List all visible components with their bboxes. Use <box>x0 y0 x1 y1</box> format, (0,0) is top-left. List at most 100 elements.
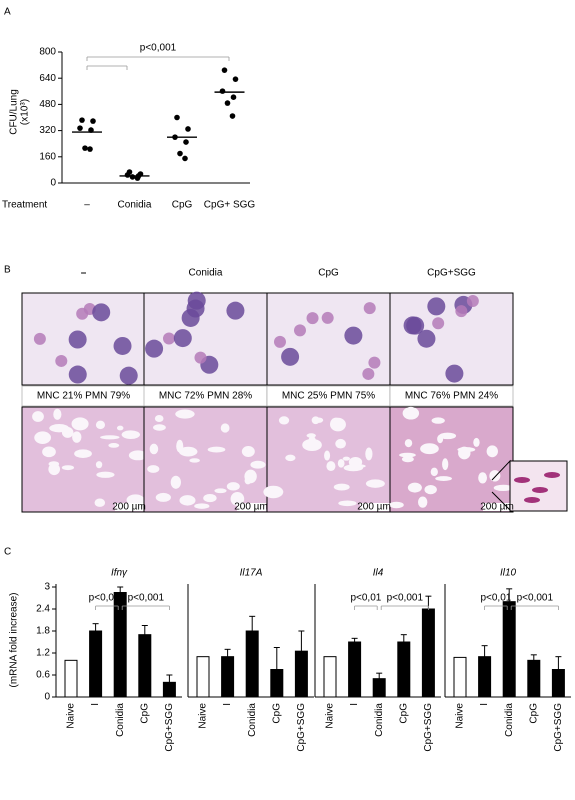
data-point <box>232 76 239 82</box>
alveolus <box>420 443 439 455</box>
neutrophil <box>273 335 286 348</box>
alveolus <box>311 416 320 425</box>
bar <box>196 656 210 698</box>
alveolus <box>153 424 166 431</box>
data-point <box>224 100 231 106</box>
alveolus <box>330 417 342 430</box>
error-bar <box>376 672 383 679</box>
neutrophil <box>363 302 376 315</box>
alveolus <box>116 425 124 431</box>
chart-title: Il10 <box>500 568 517 579</box>
annotation: p<0,01 <box>350 593 381 604</box>
bar <box>478 656 492 698</box>
neutrophil <box>466 295 479 308</box>
alveolus <box>100 435 120 440</box>
alveolus <box>418 496 428 508</box>
alveolus <box>32 411 44 422</box>
x-tick-label: Naive <box>198 703 209 729</box>
alveolus <box>226 482 240 491</box>
panel-label: C <box>4 547 11 558</box>
error-bar <box>249 615 256 631</box>
y-tick-label: 1.2 <box>36 648 50 659</box>
bar <box>113 592 127 698</box>
inset-hypha <box>544 472 560 478</box>
column-heading: Conidia <box>189 268 223 279</box>
alveolus <box>401 456 414 463</box>
alveolus <box>220 423 230 433</box>
alveolus <box>34 431 51 444</box>
data-point <box>219 88 226 94</box>
mononuclear-cell <box>226 301 245 320</box>
bar <box>138 634 152 698</box>
data-point <box>183 139 189 145</box>
error-bar <box>351 637 358 642</box>
neutrophil <box>306 312 319 325</box>
x-tick-label: I <box>349 703 360 706</box>
alveolus <box>175 409 195 419</box>
alveolus <box>53 408 62 420</box>
alveolus <box>478 472 487 484</box>
alveolus <box>48 463 61 476</box>
bar <box>551 669 565 698</box>
data-point <box>230 94 237 100</box>
mononuclear-cell <box>281 347 300 366</box>
alveolus <box>326 461 336 472</box>
inset-image <box>509 460 568 512</box>
alveolus <box>94 498 106 507</box>
y-tick-label: 480 <box>39 99 56 110</box>
neutrophil <box>76 307 89 320</box>
alveolus <box>365 447 373 461</box>
annotation: p<0,001 <box>517 593 554 604</box>
alveolus <box>338 500 357 507</box>
y-tick-label: 1.8 <box>36 626 50 637</box>
data-point <box>182 155 188 162</box>
x-tick-label: I <box>90 703 101 706</box>
error-bar <box>166 674 173 683</box>
inset-hypha <box>532 487 548 493</box>
data-point <box>229 113 236 119</box>
y-tick-label: 0 <box>44 692 50 703</box>
alveolus <box>207 446 226 453</box>
mononuclear-cell <box>145 339 164 358</box>
alveolus <box>96 471 115 478</box>
error-bar <box>298 630 305 652</box>
alveolus <box>194 503 210 509</box>
scale-bar-label: 200 µm <box>112 502 146 513</box>
error-bar <box>92 623 99 631</box>
x-tick-label: CpG <box>172 200 193 211</box>
alveolus <box>337 459 345 468</box>
bar <box>421 608 435 698</box>
alveolus <box>346 464 366 469</box>
error-bar <box>400 634 407 642</box>
alveolus <box>404 439 413 448</box>
mononuclear-cell <box>68 330 87 349</box>
mononuclear-cell <box>344 326 363 345</box>
alveolus <box>72 431 82 443</box>
alveolus <box>189 458 200 463</box>
alveolus <box>214 488 227 494</box>
scale-bar-label: 200 µm <box>234 502 268 513</box>
annotation: p<0,01 <box>480 593 511 604</box>
column-heading: CpG+SGG <box>427 268 476 279</box>
x-tick-label: CpG+SGG <box>423 703 434 752</box>
error-bar <box>273 647 280 670</box>
alveolus <box>42 446 56 458</box>
alveolus <box>108 443 120 448</box>
x-tick-label: CpG <box>528 703 539 724</box>
scale-bar-box <box>115 503 144 511</box>
x-tick-label: CpG+SGG <box>553 703 564 752</box>
bar <box>64 659 78 698</box>
caption: MNC 76% PMN 24% <box>405 391 498 402</box>
alveolus <box>407 482 422 493</box>
annotation: p<0,001 <box>140 43 177 54</box>
alveolus <box>435 476 452 481</box>
x-tick-label: Conidia <box>504 703 515 737</box>
alveolus <box>302 438 322 452</box>
data-point <box>82 145 88 151</box>
neutrophil <box>368 356 381 369</box>
scale-bar-box <box>237 503 266 511</box>
caption: MNC 21% PMN 79% <box>37 391 130 402</box>
error-bar <box>117 586 124 593</box>
bar <box>502 601 516 698</box>
neutrophil <box>293 324 306 337</box>
